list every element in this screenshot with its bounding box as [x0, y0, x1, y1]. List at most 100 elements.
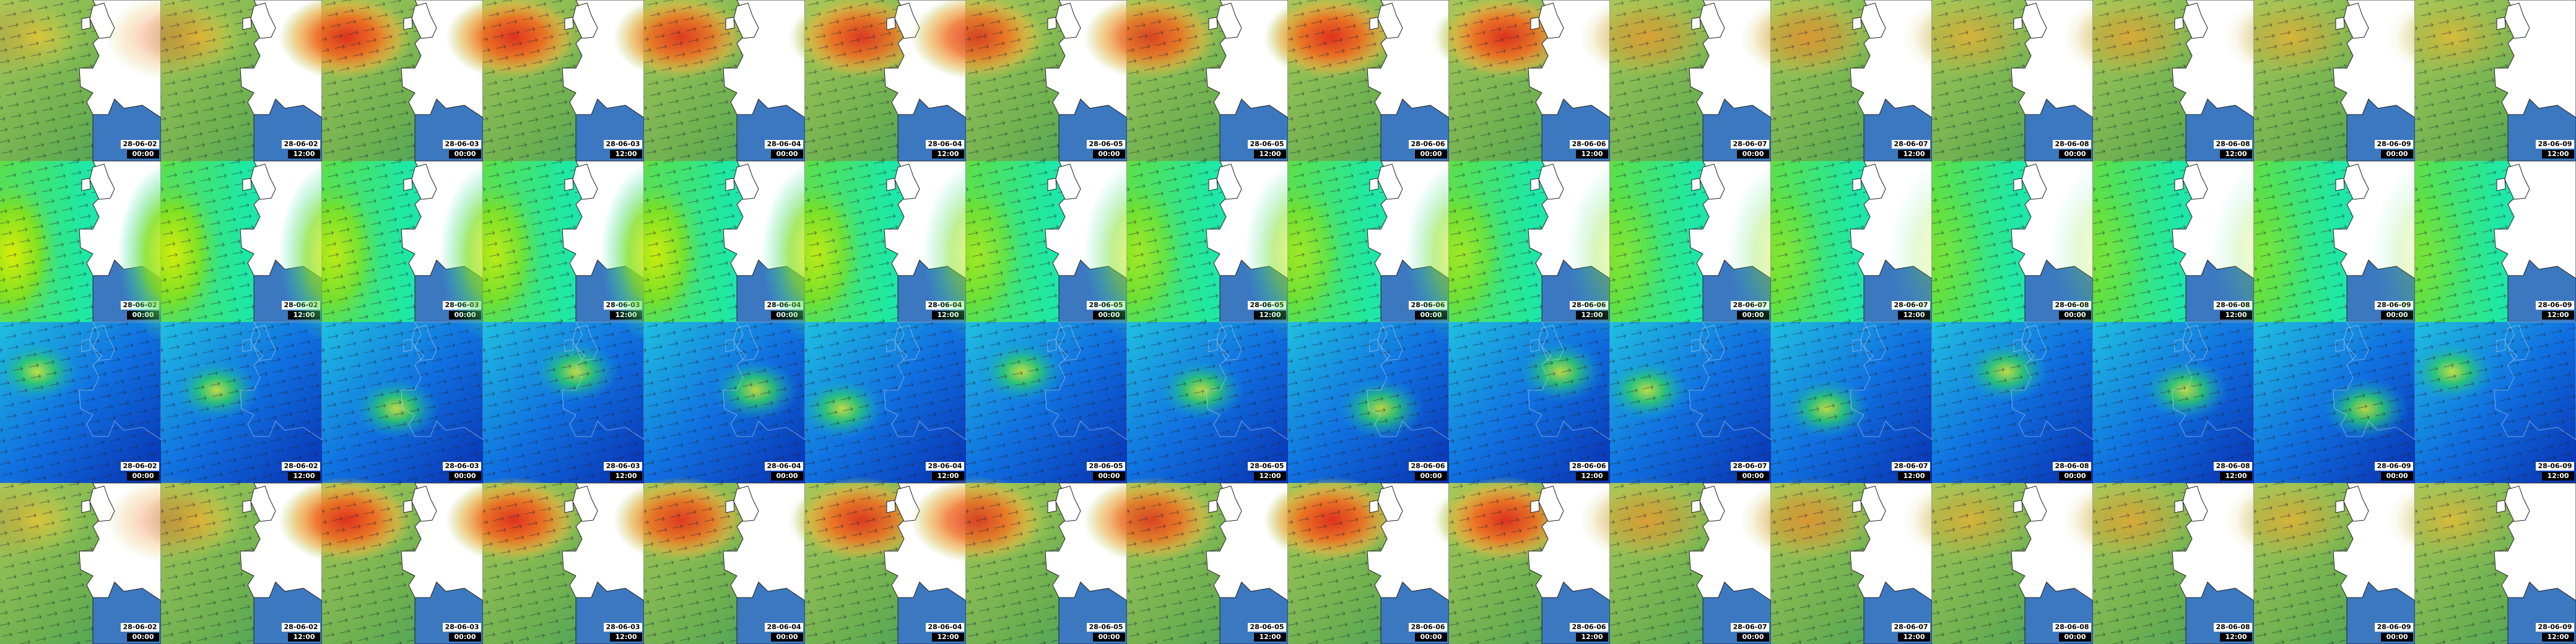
label-box: [2220, 472, 2252, 481]
label-box: [2220, 633, 2252, 642]
coastline: [1689, 321, 1772, 440]
time-label: 00:00: [132, 633, 154, 641]
label-box: [610, 472, 642, 481]
label-box: [2381, 633, 2413, 642]
label-box: [1898, 150, 1930, 159]
islands: [886, 163, 920, 200]
islands: [2013, 163, 2047, 200]
islands: [725, 485, 759, 522]
time-label: 12:00: [2225, 633, 2247, 641]
date-label: 28-06-04: [928, 140, 962, 148]
date-label: 28-06-07: [1894, 462, 1928, 470]
coastline: [1850, 321, 1933, 440]
label-box: [771, 472, 803, 481]
islands: [1691, 163, 1725, 200]
map-tile: 28-06-06 12:00: [1449, 321, 1611, 483]
time-label: 12:00: [2547, 150, 2569, 158]
label-box: [2542, 150, 2574, 159]
label-box: [610, 150, 642, 159]
date-label: 28-06-09: [2377, 623, 2411, 631]
label-box: [1892, 623, 1930, 632]
map-tile: 28-06-06 00:00: [1263, 0, 1450, 162]
islands: [403, 485, 437, 522]
date-label: 28-06-08: [2216, 623, 2250, 631]
map-tile: 28-06-03 00:00: [279, 477, 484, 644]
time-label: 00:00: [1098, 472, 1120, 480]
date-label: 28-06-04: [928, 623, 962, 631]
label-box: [1737, 472, 1769, 481]
label-box: [932, 633, 964, 642]
map-tile: 28-06-09 12:00: [2409, 321, 2576, 483]
label-box: [127, 472, 159, 481]
label-box: [2059, 472, 2091, 481]
islands: [1208, 2, 1242, 39]
time-label: 12:00: [1581, 472, 1603, 480]
label-box: [2214, 623, 2252, 632]
map-tile: 28-06-04 00:00: [644, 321, 806, 483]
islands: [1369, 2, 1403, 39]
wind-arrows: [2254, 322, 2415, 483]
label-box: [1087, 462, 1125, 471]
islands: [564, 2, 598, 39]
time-label: 00:00: [1098, 633, 1120, 641]
date-label: 28-06-03: [606, 462, 640, 470]
label-box: [1248, 140, 1286, 149]
map-tile: 28-06-06 00:00: [1288, 321, 1450, 483]
time-label: 00:00: [1742, 472, 1764, 480]
date-label: 28-06-08: [2216, 462, 2250, 470]
label-box: [1087, 140, 1125, 149]
date-label: 28-06-04: [767, 462, 801, 470]
time-label: 12:00: [1903, 633, 1925, 641]
date-label: 28-06-08: [2055, 140, 2089, 148]
label-box: [2059, 633, 2091, 642]
time-label: 12:00: [937, 472, 959, 480]
label-box: [127, 150, 159, 159]
label-box: [1731, 140, 1769, 149]
date-label: 28-06-07: [1733, 462, 1767, 470]
label-box: [1409, 462, 1447, 471]
wind-arrows: [1610, 322, 1771, 483]
label-box: [2375, 140, 2413, 149]
date-label: 28-06-09: [2538, 623, 2572, 631]
label-box: [121, 462, 159, 471]
label-box: [2381, 150, 2413, 159]
islands: [1047, 485, 1081, 522]
time-label: 00:00: [776, 633, 798, 641]
label-box: [765, 462, 803, 471]
islands: [81, 163, 115, 200]
date-label: 28-06-02: [123, 140, 157, 148]
wind-arrows: [2093, 322, 2254, 483]
label-box: [2536, 301, 2574, 310]
date-label: 28-06-03: [445, 462, 479, 470]
map-tile: 28-06-03 12:00: [446, 477, 645, 644]
wind-arrows: [1932, 322, 2093, 483]
map-tile: 28-06-08 00:00: [1932, 321, 2094, 483]
label-box: [282, 140, 320, 149]
coastline: [2172, 321, 2255, 440]
time-label: 12:00: [1259, 633, 1281, 641]
map-tile: 28-06-09 12:00: [2372, 160, 2576, 347]
time-label: 00:00: [1420, 150, 1442, 158]
label-box: [2053, 623, 2091, 632]
islands: [1852, 485, 1886, 522]
label-box: [2053, 140, 2091, 149]
date-label: 28-06-04: [767, 140, 801, 148]
label-box: [604, 462, 642, 471]
map-tile: 28-06-08 12:00: [2062, 477, 2255, 644]
time-label: 00:00: [1420, 472, 1442, 480]
islands: [725, 2, 759, 39]
time-label: 00:00: [2386, 150, 2408, 158]
map-tile: 28-06-02 00:00: [0, 321, 162, 483]
time-label: 00:00: [1420, 633, 1442, 641]
map-tile: 28-06-08 00:00: [1901, 477, 2094, 644]
islands: [1530, 163, 1564, 200]
label-box: [1892, 140, 1930, 149]
date-label: 28-06-04: [928, 462, 962, 470]
islands: [1530, 2, 1564, 39]
coastline: [2494, 321, 2576, 440]
date-label: 28-06-03: [445, 623, 479, 631]
islands: [242, 163, 276, 200]
islands: [2335, 485, 2369, 522]
label-box: [1087, 623, 1125, 632]
